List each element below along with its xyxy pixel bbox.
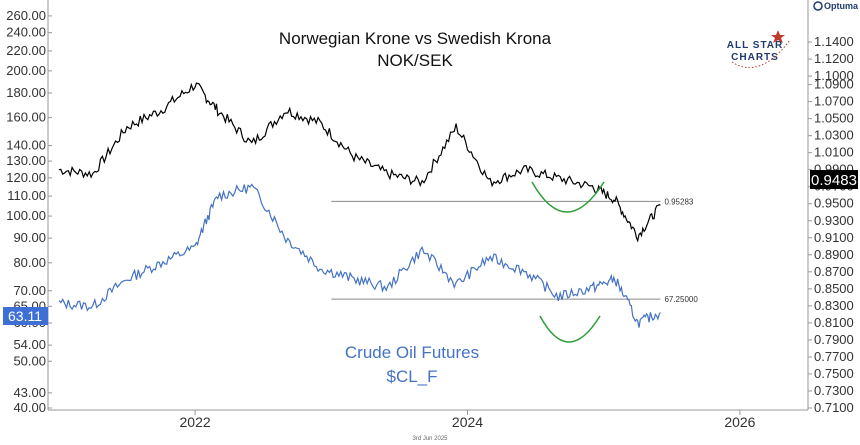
left-tick-label: 40.00 [13,400,46,415]
right-tick-label: 1.0100 [814,145,854,160]
date-footer: 3rd Jun 2025 [412,436,448,442]
right-tick-label: 0.9100 [814,230,854,245]
x-tick-label: 2024 [452,414,483,430]
left-tick-label: 130.00 [6,153,46,168]
left-tick-label: 100.00 [6,208,46,223]
right-tick-label: 1.1200 [814,51,854,66]
last-value-badge-oil [3,307,48,325]
chart-title: Norwegian Krone vs Swedish Krona [279,29,552,48]
series-line-nok-sek [58,82,661,243]
right-tick-label: 1.0900 [814,77,854,92]
last-value-badge-nok [810,170,858,189]
left-tick-label: 140.00 [6,138,46,153]
logo-line1: ALL STAR [727,40,784,51]
right-tick-label: 1.1400 [814,34,854,49]
left-tick-label: 160.00 [6,110,46,125]
right-tick-label: 1.0700 [814,94,854,109]
left-tick-label: 80.00 [13,255,46,270]
optuma-label: Optuma [824,1,859,11]
all-star-charts-logo: ALL STAR CHARTS [727,30,791,69]
right-tick-label: 0.7700 [814,349,854,364]
left-tick-label: 260.00 [6,8,46,23]
series-line-crude-oil [58,183,661,328]
right-tick-label: 1.0500 [814,111,854,126]
left-tick-label: 70.00 [13,283,46,298]
reference-label-oil: 67.25000 [664,295,698,304]
x-tick-label: 2026 [724,414,755,430]
left-tick-label: 180.00 [6,85,46,100]
left-tick-label: 54.00 [13,337,46,352]
left-tick-label: 200.00 [6,63,46,78]
annotation-oil-name: Crude Oil Futures [345,343,479,362]
last-value-nok: 0.9483 [811,172,857,189]
left-tick-label: 220.00 [6,43,46,58]
rounded-bottom-arc-oil [539,315,601,343]
reference-label-nok: 0.95283 [664,197,693,206]
right-tick-label: 1.0300 [814,128,854,143]
right-tick-label: 0.8500 [814,281,854,296]
right-tick-label: 0.9500 [814,196,854,211]
left-axis-ticks: 260.00 240.00 220.00 200.00 180.00 160.00 140.… [6,8,52,415]
optuma-logo-icon [813,1,823,11]
right-tick-label: 1.1000 [814,68,854,83]
left-tick-label: 90.00 [13,230,46,245]
rounded-bottom-arc-nok [531,181,605,213]
left-tick-label: 110.00 [7,188,46,203]
right-tick-label: 0.8700 [814,264,854,279]
right-tick-label: 0.7300 [814,383,854,398]
logo-line2: CHARTS [731,52,779,63]
chart-subtitle: NOK/SEK [377,51,453,70]
x-axis-ticks: 2022 2024 2026 [180,410,756,430]
left-tick-label: 240.00 [6,25,46,40]
annotation-oil-ticker: $CL_F [386,367,437,386]
last-value-oil: 63.11 [8,308,42,324]
right-tick-label: 0.9300 [814,213,854,228]
right-tick-label: 0.8900 [814,247,854,262]
left-tick-label: 43.00 [13,385,46,400]
x-tick-label: 2022 [180,414,211,430]
right-tick-label: 0.8300 [814,298,854,313]
left-tick-label: 120.00 [6,170,46,185]
right-tick-label: 0.7500 [814,366,854,381]
right-tick-label: 0.7900 [814,332,854,347]
right-tick-label: 0.8100 [814,315,854,330]
left-tick-label: 50.00 [13,353,46,368]
right-tick-label: 0.7100 [814,400,854,415]
